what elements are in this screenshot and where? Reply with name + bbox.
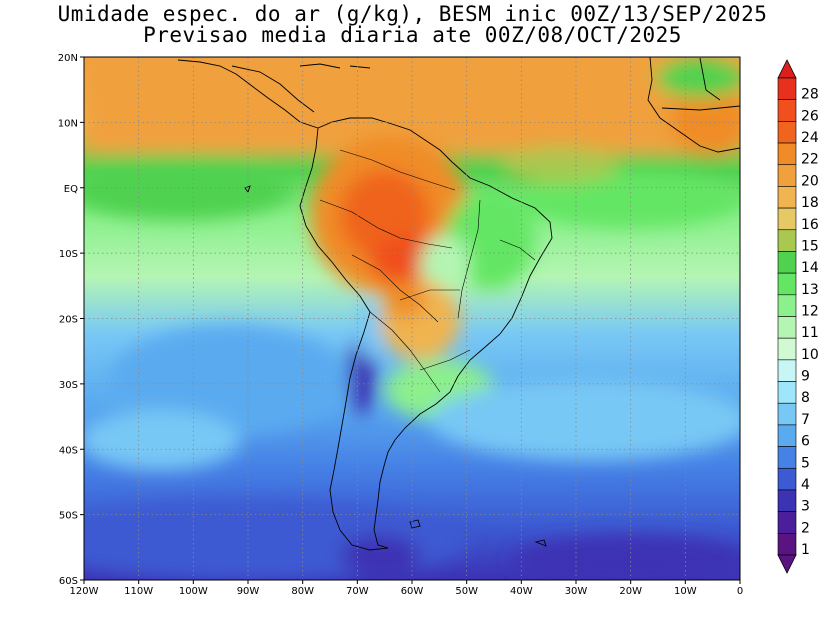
graticule bbox=[84, 57, 740, 580]
colorbar-swatch bbox=[777, 99, 797, 122]
colorbar: 28 26 24 22 20 18 16 15 14 13 12 11 10 9 8 7 6 5 4 3 2 1 bbox=[777, 59, 819, 574]
lat-tick-label: EQ bbox=[64, 184, 78, 195]
lat-tick-label: 10N bbox=[58, 118, 78, 129]
axis-ticks: 120W 110W 100W 90W 80W 70W 60W 50W 40W 30W 20W 10W 0… bbox=[58, 53, 743, 597]
colorbar-label: 9 bbox=[801, 369, 810, 385]
lat-tick-label: 50S bbox=[59, 511, 78, 522]
colorbar-top-arrow bbox=[777, 59, 797, 79]
coastlines bbox=[177, 57, 740, 551]
colorbar-label: 11 bbox=[801, 325, 819, 341]
lon-tick-label: 30W bbox=[565, 586, 588, 597]
colorbar-swatch bbox=[777, 467, 797, 491]
colorbar-label: 6 bbox=[801, 434, 810, 450]
colorbar-swatch bbox=[777, 381, 797, 404]
colorbar-label: 18 bbox=[801, 195, 819, 211]
colorbar-label: 22 bbox=[801, 152, 819, 168]
colorbar-swatch bbox=[777, 359, 797, 382]
lon-tick-label: 120W bbox=[70, 586, 99, 597]
lon-tick-label: 60W bbox=[401, 586, 424, 597]
lat-tick-label: 20S bbox=[59, 315, 78, 326]
lon-tick-label: 50W bbox=[455, 586, 478, 597]
lat-tick-label: 60S bbox=[59, 576, 78, 587]
colorbar-label: 8 bbox=[801, 390, 810, 406]
colorbar-label: 4 bbox=[801, 477, 810, 493]
colorbar-swatch bbox=[777, 511, 797, 534]
colorbar-swatch bbox=[777, 186, 797, 209]
lon-tick-label: 110W bbox=[124, 586, 153, 597]
lon-tick-label: 100W bbox=[179, 586, 208, 597]
colorbar-swatch bbox=[777, 142, 797, 166]
colorbar-label: 13 bbox=[801, 282, 819, 298]
lon-tick-label: 90W bbox=[237, 586, 260, 597]
colorbar-swatch bbox=[777, 316, 797, 339]
map-title-line2: Previsao media diaria ate 00Z/08/OCT/202… bbox=[143, 23, 682, 47]
colorbar-label: 16 bbox=[801, 217, 819, 233]
colorbar-label: 10 bbox=[801, 347, 819, 363]
lat-tick-label: 10S bbox=[59, 249, 78, 260]
colorbar-label: 2 bbox=[801, 520, 810, 536]
colorbar-swatch bbox=[777, 272, 797, 296]
colorbar-swatch bbox=[777, 337, 797, 361]
colorbar-label: 20 bbox=[801, 173, 819, 189]
humidity-field bbox=[84, 57, 740, 580]
map-title-line1: Umidade espec. do ar (g/kg), BESM inic 0… bbox=[57, 2, 768, 26]
colorbar-label: 12 bbox=[801, 304, 819, 320]
colorbar-label: 7 bbox=[801, 412, 810, 428]
colorbar-swatch bbox=[777, 121, 797, 144]
colorbar-label: 5 bbox=[801, 455, 810, 471]
colorbar-swatch bbox=[777, 77, 797, 100]
lon-tick-label: 20W bbox=[619, 586, 642, 597]
colorbar-label: 3 bbox=[801, 499, 810, 515]
colorbar-label: 26 bbox=[801, 108, 819, 124]
colorbar-swatch bbox=[777, 294, 797, 317]
lon-tick-label: 0 bbox=[737, 586, 743, 597]
colorbar-label: 1 bbox=[801, 542, 810, 558]
colorbar-label: 24 bbox=[801, 130, 819, 146]
lat-tick-label: 30S bbox=[59, 380, 78, 391]
lat-tick-label: 20N bbox=[58, 53, 78, 64]
colorbar-swatch bbox=[777, 251, 797, 274]
colorbar-swatch bbox=[777, 489, 797, 512]
colorbar-label: 14 bbox=[801, 260, 819, 276]
colorbar-bottom-arrow bbox=[777, 554, 797, 574]
lat-tick-label: 40S bbox=[59, 445, 78, 456]
lon-tick-label: 40W bbox=[510, 586, 533, 597]
colorbar-label: 28 bbox=[801, 87, 819, 103]
colorbar-swatch bbox=[777, 207, 797, 231]
colorbar-swatch bbox=[777, 229, 797, 252]
colorbar-swatch bbox=[777, 424, 797, 447]
lon-tick-label: 80W bbox=[291, 586, 314, 597]
colorbar-swatch bbox=[777, 164, 797, 187]
colorbar-swatch bbox=[777, 446, 797, 469]
country-borders bbox=[319, 149, 536, 393]
colorbar-label: 15 bbox=[801, 238, 819, 254]
lon-tick-label: 70W bbox=[346, 586, 369, 597]
colorbar-swatch bbox=[777, 402, 797, 426]
colorbar-swatch bbox=[777, 533, 797, 556]
lon-tick-label: 10W bbox=[674, 586, 697, 597]
